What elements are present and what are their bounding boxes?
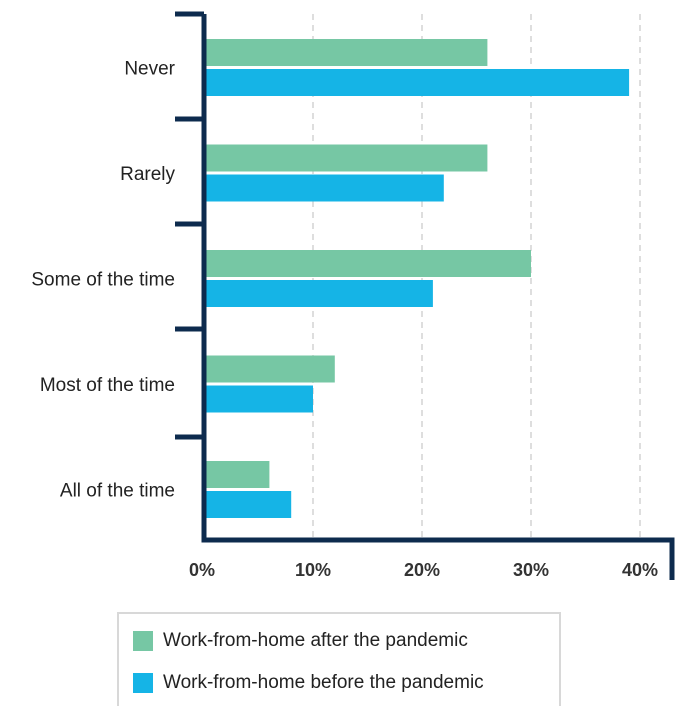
x-tick-label-2: 20% — [404, 560, 440, 580]
category-label-1: Rarely — [120, 164, 175, 185]
category-label-0: Never — [124, 59, 175, 80]
chart-svg: Never Rarely Some of the time Most of the t… — [0, 0, 677, 600]
legend: Work-from-home after the pandemic Work-f… — [117, 612, 561, 706]
bar-after-3 — [204, 356, 335, 383]
chart: Never Rarely Some of the time Most of the t… — [0, 0, 677, 600]
x-tick-label-1: 10% — [295, 560, 331, 580]
bar-after-2 — [204, 250, 531, 277]
category-label-2: Some of the time — [31, 270, 175, 291]
x-tick-label-3: 30% — [513, 560, 549, 580]
legend-swatch-after — [133, 631, 153, 651]
bar-before-1 — [204, 175, 444, 202]
category-label-4: All of the time — [60, 481, 175, 502]
legend-swatch-before — [133, 673, 153, 693]
legend-label-after: Work-from-home after the pandemic — [163, 630, 468, 652]
x-tick-label-4: 40% — [622, 560, 658, 580]
bar-after-0 — [204, 39, 487, 66]
bar-after-4 — [204, 461, 269, 488]
bar-after-1 — [204, 145, 487, 172]
legend-label-before: Work-from-home before the pandemic — [163, 672, 484, 694]
legend-item-before: Work-from-home before the pandemic — [133, 672, 484, 694]
category-label-3: Most of the time — [40, 375, 175, 396]
bar-before-4 — [204, 491, 291, 518]
legend-item-after: Work-from-home after the pandemic — [133, 630, 468, 652]
bar-before-3 — [204, 386, 313, 413]
bar-before-2 — [204, 280, 433, 307]
bar-before-0 — [204, 69, 629, 96]
x-tick-label-0: 0% — [189, 560, 215, 580]
